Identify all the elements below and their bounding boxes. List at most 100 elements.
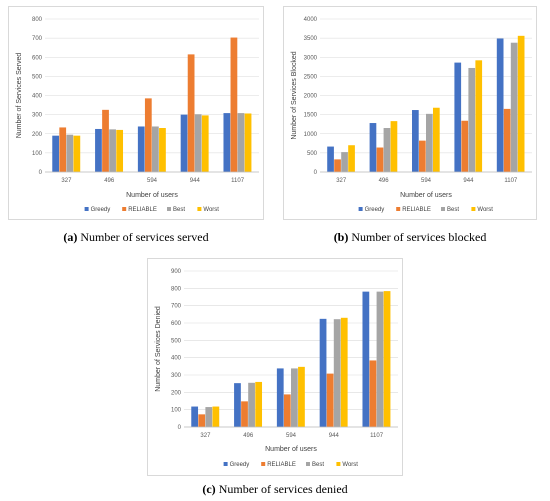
y-tick-label: 400	[171, 356, 182, 362]
bar-best-327	[205, 407, 213, 427]
bar-greedy-496	[369, 123, 377, 172]
bar-worst-1107	[244, 113, 252, 172]
x-tick-label: 594	[286, 433, 297, 439]
caption-denied: (c) Number of services denied	[147, 482, 403, 497]
y-tick-label: 700	[171, 304, 182, 310]
y-tick-label: 600	[32, 55, 43, 61]
x-tick-label: 1107	[370, 433, 384, 439]
legend-swatch-worst	[197, 207, 202, 211]
legend-swatch-best	[441, 207, 445, 211]
legend-label-greedy: Greedy	[91, 207, 111, 213]
caption-blocked-tag: (b)	[333, 230, 349, 244]
bar-worst-944	[201, 115, 209, 172]
legend-swatch-reliable	[396, 207, 401, 211]
bar-worst-327	[73, 135, 81, 172]
y-tick-label: 500	[307, 151, 318, 157]
y-tick-label: 800	[171, 286, 182, 292]
legend-label-greedy: Greedy	[230, 462, 250, 468]
bar-greedy-496	[95, 128, 102, 172]
bar-best-327	[66, 134, 74, 172]
caption-served-tag: (a)	[63, 230, 78, 244]
bar-best-496	[248, 382, 255, 427]
y-tick-label: 200	[32, 132, 43, 138]
bar-worst-327	[212, 406, 220, 427]
y-tick-label: 3000	[304, 55, 318, 61]
legend-label-worst: Worst	[477, 207, 493, 213]
chart-panel-served: 0 100 200 300 400 500 600 700 800 Number of Servi…	[8, 6, 264, 220]
bar-worst-496	[255, 381, 263, 427]
bar-greedy-327	[327, 146, 334, 172]
legend-swatch-reliable	[261, 462, 266, 466]
x-tick-label: 944	[190, 178, 201, 184]
bar-reliable-594	[283, 394, 291, 427]
y-tick-label: 800	[32, 17, 43, 23]
bar-best-944	[468, 67, 476, 172]
chart-denied: 0 100 200 300 400 500 600 700 800 900 Number of Se…	[155, 269, 398, 468]
bar-best-496	[109, 129, 116, 172]
bar-greedy-496	[234, 383, 241, 427]
caption-served-text: Number of services served	[80, 230, 209, 244]
y-axis-title: Number of Services Served	[16, 53, 23, 139]
x-tick-label: 327	[200, 433, 211, 439]
bar-reliable-327	[334, 159, 341, 172]
bar-worst-594	[298, 366, 305, 427]
bar-greedy-327	[52, 135, 60, 172]
bar-reliable-496	[102, 109, 109, 172]
legend-label-reliable: RELIABLE	[402, 207, 431, 213]
bar-worst-594	[432, 107, 440, 172]
bar-greedy-594	[137, 126, 145, 172]
bar-best-594	[152, 126, 159, 172]
chart-blocked: 0 500 1000 1500 2000 2500 3000 3500 4000 Number o…	[291, 17, 532, 213]
caption-served: (a) Number of services served	[8, 230, 264, 245]
bar-best-1107	[376, 291, 384, 427]
y-tick-label: 300	[32, 113, 43, 119]
legend-swatch-worst	[471, 207, 476, 211]
chart-panel-denied: 0 100 200 300 400 500 600 700 800 900 Number of Se…	[147, 258, 403, 476]
bar-greedy-944	[180, 114, 188, 172]
y-tick-label: 700	[32, 36, 43, 42]
x-tick-label: 496	[104, 178, 115, 184]
bar-reliable-594	[419, 140, 426, 172]
x-tick-label: 496	[379, 178, 390, 184]
bar-greedy-1107	[223, 113, 231, 172]
x-tick-label: 496	[243, 433, 254, 439]
bar-reliable-496	[376, 147, 384, 172]
x-axis-title: Number of users	[265, 446, 317, 453]
bar-best-1107	[237, 113, 245, 172]
legend-swatch-greedy	[84, 207, 89, 211]
bar-worst-496	[390, 121, 398, 172]
x-tick-label: 594	[147, 178, 158, 184]
caption-blocked-text: Number of services blocked	[351, 230, 487, 244]
legend-swatch-worst	[336, 462, 341, 466]
bar-greedy-1107	[362, 291, 370, 427]
legend-label-greedy: Greedy	[365, 207, 385, 213]
bar-best-944	[333, 319, 341, 427]
legend-label-worst: Worst	[342, 462, 358, 468]
y-tick-label: 2500	[304, 74, 318, 80]
legend-swatch-reliable	[122, 207, 127, 211]
bar-greedy-1107	[496, 38, 504, 172]
bar-reliable-944	[326, 373, 334, 427]
y-tick-label: 4000	[304, 17, 318, 23]
bar-worst-1107	[383, 291, 391, 427]
y-tick-label: 2000	[304, 94, 318, 100]
legend-label-worst: Worst	[203, 207, 219, 213]
legend-label-reliable: RELIABLE	[128, 207, 157, 213]
bar-best-1107	[510, 42, 518, 173]
y-tick-label: 100	[32, 151, 43, 157]
bar-best-594	[426, 113, 433, 172]
y-tick-label: 1500	[304, 113, 318, 119]
bar-greedy-327	[191, 406, 199, 427]
bar-worst-327	[348, 145, 355, 172]
x-tick-label: 327	[61, 178, 72, 184]
chart-served: 0 100 200 300 400 500 600 700 800 Number of Servi…	[16, 17, 259, 213]
bar-best-944	[194, 114, 202, 172]
legend-label-best: Best	[173, 207, 185, 213]
bar-reliable-327	[59, 127, 67, 172]
x-tick-label: 594	[421, 178, 432, 184]
legend-swatch-best	[306, 462, 310, 466]
y-tick-label: 900	[171, 269, 182, 275]
x-tick-label: 944	[329, 433, 340, 439]
caption-denied-tag: (c)	[202, 482, 216, 496]
y-tick-label: 500	[32, 74, 43, 80]
